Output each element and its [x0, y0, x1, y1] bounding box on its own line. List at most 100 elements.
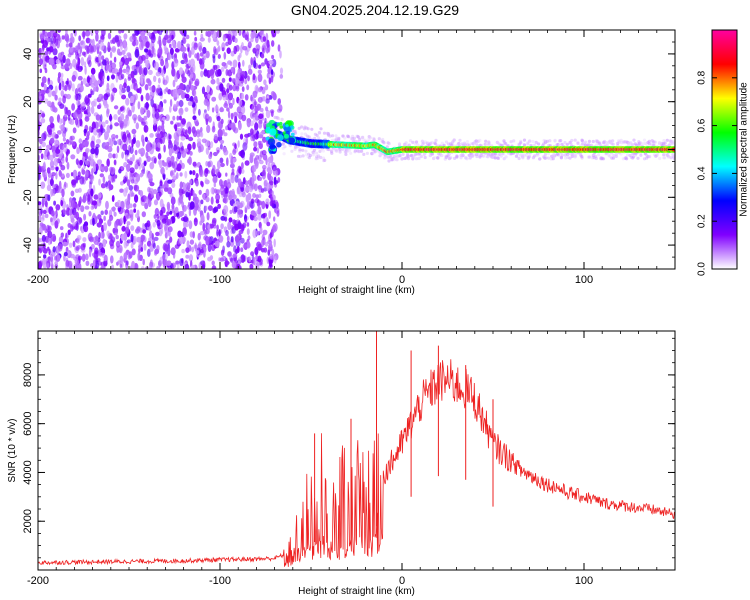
noise-blob [71, 179, 77, 186]
ridge-halo [463, 142, 467, 146]
noise-blob [192, 161, 197, 167]
noise-blob [172, 115, 176, 121]
noise-blob [50, 217, 53, 223]
noise-blob [90, 82, 96, 88]
noise-blob [268, 60, 274, 65]
noise-blob [118, 244, 123, 254]
ridge-halo [559, 139, 563, 143]
noise-blob [65, 139, 70, 145]
noise-blob [227, 33, 232, 41]
x-tick-label: -100 [209, 274, 231, 286]
noise-blob [218, 92, 223, 101]
noise-blob [100, 35, 105, 40]
noise-blob [84, 65, 87, 75]
noise-blob [50, 122, 55, 129]
noise-blob [93, 86, 97, 92]
noise-blob [172, 252, 176, 259]
noise-blob [93, 240, 99, 245]
noise-blob [140, 94, 144, 102]
noise-blob [42, 209, 47, 215]
noise-blob [92, 165, 97, 173]
ridge-halo [568, 156, 572, 160]
noise-blob [57, 30, 61, 33]
noise-blob [237, 210, 242, 215]
noise-blob [195, 173, 199, 179]
noise-blob [236, 106, 242, 114]
noise-blob [229, 61, 233, 67]
noise-blob [157, 84, 161, 89]
noise-blob [128, 251, 133, 259]
noise-blob [159, 198, 164, 208]
ridge-halo [277, 116, 281, 121]
noise-blob [85, 169, 89, 178]
noise-blob [167, 52, 171, 61]
ridge-halo [614, 154, 618, 158]
noise-blob [223, 132, 228, 137]
ridge-halo [612, 153, 616, 157]
noise-blob [137, 252, 141, 261]
noise-blob [42, 213, 45, 220]
ridge-halo [601, 157, 606, 161]
noise-blob [176, 129, 181, 137]
noise-blob [237, 140, 240, 148]
bottom-plot-frame [37, 330, 676, 571]
noise-blob [86, 131, 90, 137]
noise-blob [111, 206, 116, 212]
noise-blob [153, 199, 159, 206]
noise-blob [252, 114, 259, 123]
ridge-halo [594, 156, 598, 161]
noise-blob [156, 87, 161, 94]
noise-blob [146, 220, 151, 228]
noise-blob [52, 246, 56, 253]
noise-blob [201, 138, 207, 144]
noise-blob [268, 210, 272, 219]
noise-blob [157, 30, 160, 34]
noise-blob [82, 51, 86, 56]
ridge-halo [663, 156, 667, 160]
noise-blob [169, 43, 172, 49]
noise-blob [62, 241, 68, 247]
y-tick-label: 8000 [22, 363, 34, 387]
noise-blob [185, 182, 191, 190]
noise-blob [143, 243, 147, 251]
noise-blob [276, 210, 280, 217]
noise-blob [117, 260, 122, 265]
noise-blob [80, 106, 85, 113]
noise-blob [106, 82, 110, 91]
noise-blob [74, 259, 80, 265]
noise-blob [105, 200, 109, 210]
noise-blob [176, 100, 180, 107]
noise-blob [48, 248, 51, 255]
noise-blob [254, 159, 259, 167]
noise-blob [265, 198, 270, 205]
ridge-halo [352, 136, 356, 140]
noise-blob [186, 240, 190, 249]
noise-blob [51, 188, 56, 196]
noise-blob [254, 133, 259, 140]
noise-blob [210, 30, 214, 35]
noise-blob [119, 83, 123, 91]
noise-blob [62, 95, 66, 104]
noise-blob [43, 254, 47, 259]
noise-blob [261, 149, 267, 156]
noise-blob [89, 153, 94, 160]
colorbar-tick-label: 0.0 [697, 262, 708, 276]
noise-blob [277, 44, 281, 52]
noise-blob [118, 51, 123, 56]
noise-blob [204, 205, 208, 211]
noise-blob [61, 35, 65, 40]
noise-blob [191, 102, 196, 108]
noise-blob [268, 175, 274, 182]
noise-blob [153, 30, 159, 34]
noise-blob [169, 47, 174, 56]
noise-blob [181, 90, 185, 100]
noise-blob [188, 80, 192, 90]
noise-blob [159, 209, 163, 216]
noise-blob [174, 124, 178, 132]
onset-blob [276, 141, 282, 148]
noise-blob [258, 123, 263, 129]
noise-blob [127, 57, 132, 62]
ridge-halo [414, 140, 419, 144]
noise-blob [100, 210, 104, 216]
ridge-halo [625, 157, 629, 161]
